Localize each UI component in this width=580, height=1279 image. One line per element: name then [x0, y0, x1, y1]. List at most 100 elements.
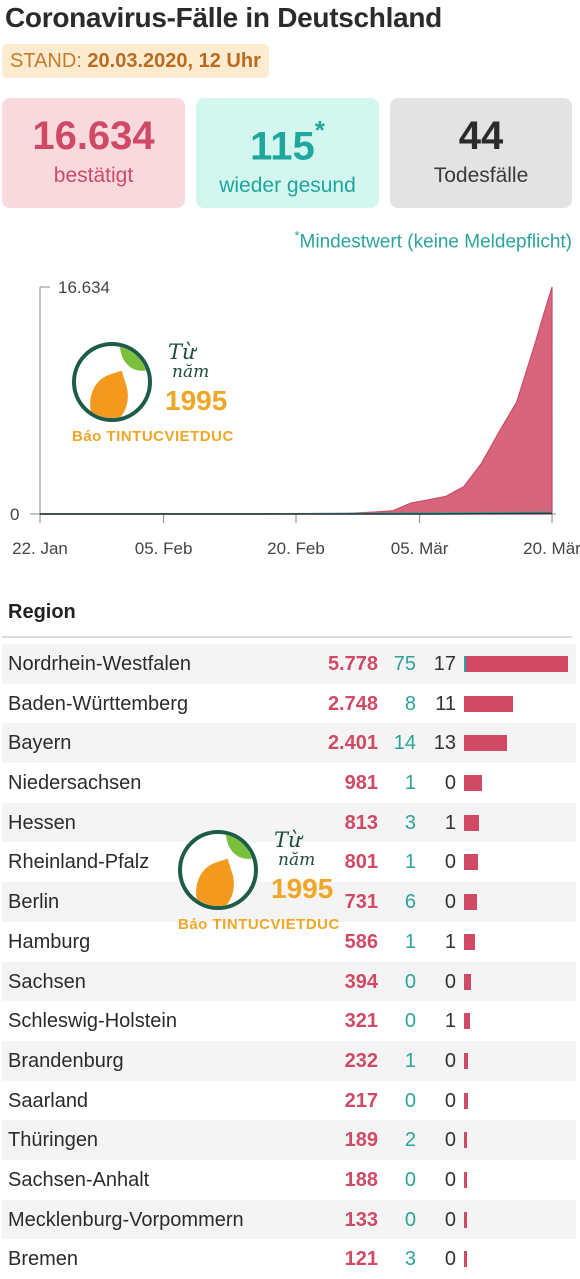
- logo-year: 1995: [271, 873, 334, 904]
- region-name: Berlin: [8, 891, 60, 914]
- logo-text-nam: năm: [278, 850, 316, 870]
- region-recovered: 1: [404, 772, 416, 795]
- region-heading: Region: [8, 601, 76, 623]
- region-confirmed: 586: [344, 930, 378, 953]
- footnote-asterisk: *: [294, 228, 300, 243]
- table-row: Niedersachsen 981 1 0: [2, 763, 576, 803]
- region-confirmed: 813: [344, 811, 378, 834]
- confirmed-value: 16.634: [32, 114, 155, 158]
- region-name: Brandenburg: [8, 1049, 124, 1072]
- confirmed-card: 16.634 bestätigt: [2, 98, 185, 208]
- region-confirmed: 217: [344, 1089, 378, 1112]
- region-recovered: 1: [404, 1049, 416, 1072]
- region-confirmed: 2.748: [327, 692, 378, 715]
- region-bar: [464, 1251, 467, 1268]
- logo-emblem-icon: [178, 830, 258, 910]
- region-deaths: 17: [433, 653, 456, 675]
- region-deaths: 1: [444, 811, 456, 834]
- region-deaths: 0: [444, 1168, 456, 1191]
- x-tick-label: 05. Feb: [135, 539, 193, 558]
- recovered-card: 115* wieder gesund: [196, 98, 379, 208]
- table-row: Thüringen 189 2 0: [2, 1120, 576, 1160]
- region-bar: [464, 775, 482, 792]
- logo-text-tu: Từ: [274, 828, 302, 852]
- table-row: Schleswig-Holstein 321 0 1: [2, 1001, 576, 1041]
- region-deaths: 0: [444, 1129, 456, 1152]
- region-name: Hessen: [8, 811, 76, 834]
- region-name: Saarland: [8, 1089, 89, 1112]
- region-name: Schleswig-Holstein: [8, 1010, 177, 1033]
- table-row: Brandenburg 232 1 0: [2, 1040, 576, 1081]
- table-row: Rheinland-Pfalz 801 1 0: [2, 842, 576, 882]
- region-name: Nordrhein-Westfalen: [8, 653, 192, 675]
- region-bar: [464, 1052, 468, 1069]
- region-confirmed: 189: [344, 1129, 378, 1152]
- region-bar: [464, 814, 479, 831]
- footnote-text: Mindestwert (keine Meldepflicht): [299, 231, 572, 253]
- logo-text-tu: Từ: [168, 340, 196, 364]
- stand-label: STAND:: [10, 50, 82, 72]
- region-bar: [464, 656, 568, 672]
- region-bar: [464, 1171, 467, 1188]
- region-confirmed: 232: [344, 1049, 378, 1072]
- deaths-card: 44 Todesfälle: [390, 98, 572, 208]
- region-bar: [464, 1092, 468, 1109]
- region-name: Sachsen: [8, 970, 86, 993]
- region-deaths: 0: [444, 970, 456, 993]
- region-name: Bremen: [8, 1248, 79, 1271]
- x-tick-label: 20. Feb: [267, 539, 325, 558]
- region-recovered: 1: [404, 930, 416, 953]
- table-row: Hamburg 586 1 1: [2, 922, 576, 962]
- region-confirmed: 133: [344, 1208, 378, 1231]
- table-row: Nordrhein-Westfalen 5.778 75 17: [2, 644, 576, 684]
- region-name: Mecklenburg-Vorpommern: [8, 1208, 244, 1231]
- region-bar: [464, 854, 478, 871]
- table-row: Sachsen 394 0 0: [2, 961, 576, 1002]
- region-bar: [464, 735, 507, 752]
- footnote: *Mindestwert (keine Meldepflicht): [294, 228, 572, 253]
- region-recovered: 75: [393, 653, 416, 675]
- region-name: Rheinland-Pfalz: [8, 851, 150, 874]
- y-tick-label: 16.634: [58, 278, 110, 297]
- logo-brand: Báo TINTUCVIETDUC: [72, 428, 234, 445]
- region-deaths: 0: [444, 1089, 456, 1112]
- cases-area-chart: 0 16.634 22. Jan 05. Feb 20. Feb 05. Mär 20. M…: [10, 278, 580, 558]
- region-bar: [464, 894, 477, 911]
- region-name: Bayern: [8, 732, 72, 755]
- region-confirmed: 5.778: [327, 653, 378, 675]
- logo-text-nam: năm: [172, 362, 210, 382]
- region-recovered: 3: [404, 1248, 416, 1271]
- table-row: Mecklenburg-Vorpommern 133 0 0: [2, 1199, 576, 1240]
- region-name: Niedersachsen: [8, 772, 142, 795]
- region-deaths: 0: [444, 1208, 456, 1231]
- region-name: Hamburg: [8, 930, 91, 953]
- region-recovered: 0: [404, 1168, 416, 1191]
- region-confirmed: 731: [344, 891, 378, 914]
- region-confirmed: 188: [344, 1168, 378, 1191]
- stand-value: 20.03.2020, 12 Uhr: [87, 50, 261, 72]
- region-recovered: 0: [404, 1010, 416, 1033]
- status-badge: STAND: 20.03.2020, 12 Uhr: [2, 44, 269, 78]
- logo-year: 1995: [165, 385, 228, 416]
- region-deaths: 0: [444, 1248, 456, 1271]
- region-confirmed: 2.401: [327, 732, 378, 755]
- table-row: Berlin 731 6 0: [2, 882, 576, 922]
- region-deaths: 0: [444, 1049, 456, 1072]
- region-recovered: 0: [404, 1208, 416, 1231]
- recovered-asterisk: *: [314, 115, 325, 145]
- logo-brand: Báo TINTUCVIETDUC: [178, 916, 340, 933]
- x-tick-label: 05. Mär: [391, 539, 449, 558]
- region-recovered: 3: [404, 811, 416, 834]
- deaths-label: Todesfälle: [433, 164, 529, 187]
- region-recovered: 14: [393, 732, 416, 755]
- region-deaths: 1: [444, 930, 456, 953]
- region-bar: [464, 933, 475, 950]
- region-divider: [2, 636, 572, 638]
- region-recovered: 8: [404, 692, 416, 715]
- region-bar: [464, 1013, 470, 1030]
- region-confirmed: 121: [344, 1248, 378, 1271]
- region-bar: [464, 1132, 467, 1149]
- deaths-line: [40, 512, 553, 515]
- region-deaths: 13: [433, 732, 456, 755]
- region-bar: [464, 695, 513, 712]
